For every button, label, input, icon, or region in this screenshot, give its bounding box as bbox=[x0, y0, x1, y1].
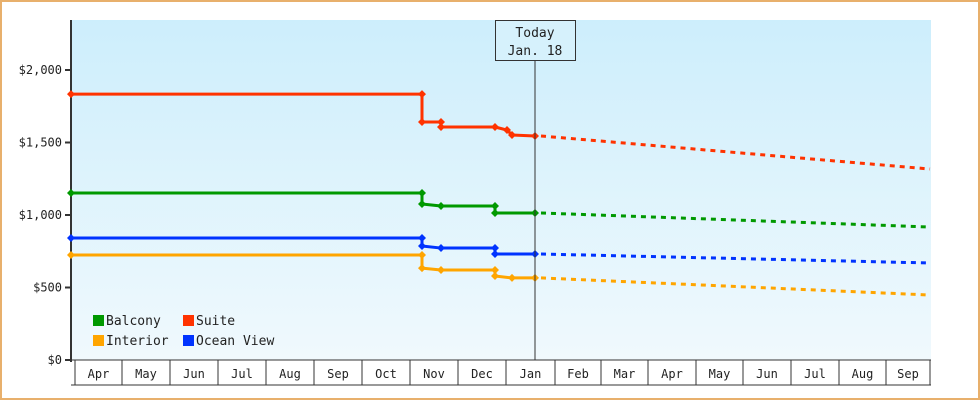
y-tick-label: $2,000 bbox=[19, 63, 62, 77]
x-tick-label: Nov bbox=[423, 367, 445, 381]
legend-label: Ocean View bbox=[196, 334, 274, 349]
x-tick-label: Oct bbox=[375, 367, 397, 381]
data-point-marker[interactable] bbox=[418, 199, 426, 208]
legend-item-ocean-view[interactable]: Ocean View bbox=[183, 334, 274, 349]
x-tick-label: Apr bbox=[88, 367, 110, 381]
legend-swatch-icon bbox=[183, 335, 194, 346]
x-tick-label: Aug bbox=[279, 367, 301, 381]
today-label: Today bbox=[515, 26, 554, 41]
legend-swatch-icon bbox=[183, 315, 194, 326]
y-tick-label: $500 bbox=[33, 281, 62, 295]
projection-line bbox=[540, 252, 931, 265]
projection-line bbox=[540, 276, 931, 297]
legend-swatch-icon bbox=[93, 315, 104, 326]
data-point-marker[interactable] bbox=[503, 126, 511, 135]
data-point-marker[interactable] bbox=[437, 265, 445, 274]
y-tick-label: $1,500 bbox=[19, 136, 62, 150]
series-ocean-view bbox=[67, 234, 931, 265]
legend-swatch-icon bbox=[93, 335, 104, 346]
data-point-marker[interactable] bbox=[491, 202, 499, 211]
data-point-marker[interactable] bbox=[418, 242, 426, 251]
y-tick-label: $0 bbox=[48, 353, 62, 367]
x-tick-label: Jun bbox=[756, 367, 778, 381]
x-tick-label: May bbox=[709, 367, 731, 381]
legend: Balcony Suite Interior Ocean View bbox=[93, 314, 274, 349]
x-tick-label: Jun bbox=[183, 367, 205, 381]
x-tick-label: Mar bbox=[614, 367, 636, 381]
data-point-marker[interactable] bbox=[508, 273, 516, 282]
data-point-marker[interactable] bbox=[67, 90, 75, 99]
series-layer bbox=[67, 90, 931, 297]
data-point-marker[interactable] bbox=[418, 118, 426, 127]
today-marker: Today Jan. 18 bbox=[495, 20, 576, 360]
legend-item-interior[interactable]: Interior bbox=[93, 334, 169, 349]
plot-area bbox=[71, 20, 931, 360]
x-tick-label: Aug bbox=[852, 367, 874, 381]
data-point-marker[interactable] bbox=[67, 251, 75, 260]
data-point-marker[interactable] bbox=[508, 130, 516, 139]
legend-label: Balcony bbox=[106, 314, 161, 329]
data-point-marker[interactable] bbox=[491, 250, 499, 259]
data-point-marker[interactable] bbox=[491, 265, 499, 274]
today-date: Jan. 18 bbox=[508, 44, 563, 59]
series-balcony bbox=[67, 188, 931, 229]
legend-label: Interior bbox=[106, 334, 169, 349]
data-point-marker[interactable] bbox=[67, 234, 75, 243]
data-point-marker[interactable] bbox=[418, 234, 426, 243]
data-point-marker[interactable] bbox=[437, 118, 445, 127]
x-tick-label: Jul bbox=[231, 367, 253, 381]
x-tick-label: Apr bbox=[661, 367, 683, 381]
y-axis: $0 $500 $1,000 $1,500 $2,000 bbox=[19, 20, 72, 367]
x-tick-label: Jan bbox=[520, 367, 542, 381]
x-tick-label: Dec bbox=[471, 367, 493, 381]
data-point-marker[interactable] bbox=[67, 188, 75, 197]
data-point-marker[interactable] bbox=[491, 208, 499, 217]
x-tick-label: Jul bbox=[804, 367, 826, 381]
legend-item-suite[interactable]: Suite bbox=[183, 314, 235, 329]
x-tick-label: Sep bbox=[327, 367, 349, 381]
data-point-marker[interactable] bbox=[491, 244, 499, 253]
data-point-marker[interactable] bbox=[418, 264, 426, 273]
data-point-marker[interactable] bbox=[491, 122, 499, 131]
data-point-marker[interactable] bbox=[418, 251, 426, 260]
today-box bbox=[495, 20, 576, 61]
series-suite bbox=[67, 90, 931, 171]
data-point-marker[interactable] bbox=[437, 244, 445, 253]
legend-label: Suite bbox=[196, 314, 235, 329]
x-tick-label: Sep bbox=[897, 367, 919, 381]
data-point-marker[interactable] bbox=[491, 272, 499, 281]
data-point-marker[interactable] bbox=[418, 90, 426, 99]
x-tick-label: May bbox=[135, 367, 157, 381]
x-axis: Apr May Jun Jul Aug Sep Oct Nov Dec Jan Feb Mar Apr M… bbox=[71, 359, 931, 386]
data-point-marker[interactable] bbox=[437, 122, 445, 131]
y-tick-label: $1,000 bbox=[19, 208, 62, 222]
x-tick-label: Feb bbox=[567, 367, 589, 381]
projection-line bbox=[540, 211, 931, 229]
data-point-marker[interactable] bbox=[418, 188, 426, 197]
legend-item-balcony[interactable]: Balcony bbox=[93, 314, 161, 329]
data-point-marker[interactable] bbox=[437, 202, 445, 211]
